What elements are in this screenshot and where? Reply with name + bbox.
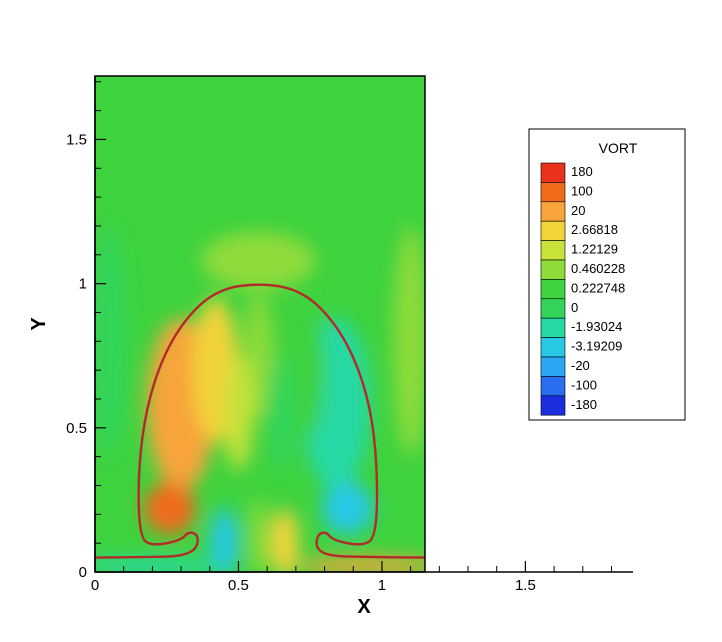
legend-swatch	[540, 182, 566, 203]
interface-line	[95, 283, 425, 559]
field-region-right-core	[267, 355, 296, 472]
legend-swatch	[540, 298, 566, 319]
legend-label: 0	[571, 300, 578, 315]
field-region-left-jet	[209, 508, 239, 572]
field-region-right-floor	[295, 557, 425, 572]
field-region-center-ridge	[244, 292, 273, 420]
legend-label: 2.66818	[571, 222, 618, 237]
x-tick-label: 0.5	[228, 577, 249, 594]
x-tick-label: 1	[378, 577, 386, 594]
legend-label: -20	[571, 358, 590, 373]
legend-swatch	[540, 356, 566, 377]
legend-swatch	[540, 376, 566, 397]
field-region-left-floor	[95, 557, 225, 572]
y-axis-title: Y	[28, 317, 50, 331]
legend-label: 0.460228	[571, 261, 625, 276]
y-tick-label: 0.5	[66, 420, 87, 437]
field-region-cap	[201, 231, 316, 290]
legend-swatch	[540, 201, 566, 222]
y-tick-label: 1	[79, 276, 87, 293]
legend-swatch	[540, 259, 566, 280]
bubble-interface	[95, 283, 425, 559]
field-region-right-vortex	[321, 482, 374, 535]
legend-label: -100	[571, 377, 597, 392]
field-region-right-wall	[393, 225, 425, 457]
field-soft-regions	[95, 225, 425, 572]
legend-label: -1.93024	[571, 319, 622, 334]
axes: 0 0.5 1 1.5 0 0.5 1 1.5	[66, 76, 633, 594]
legend-label: 0.222748	[571, 280, 625, 295]
legend: VORT 180 100 20 2.66818 1.22129 0.460228 0.222…	[528, 128, 686, 421]
legend-label: 20	[571, 203, 585, 218]
legend-swatch	[540, 395, 566, 416]
legend-swatch	[540, 317, 566, 338]
field-region-right-jet	[270, 508, 299, 572]
legend-label: 100	[571, 183, 593, 198]
field-region-center-jet	[249, 497, 268, 572]
y-tick-label: 1.5	[66, 131, 87, 148]
y-tick-label: 0	[79, 564, 87, 581]
legend-swatch	[540, 240, 566, 261]
x-axis-title: X	[357, 596, 371, 618]
legend-title: VORT	[599, 140, 638, 156]
x-tick-label: 1.5	[515, 577, 536, 594]
legend-entries: 180 100 20 2.66818 1.22129 0.460228 0.222748 0 -…	[540, 162, 625, 416]
legend-swatch	[540, 279, 566, 300]
vorticity-field	[95, 76, 425, 572]
legend-swatch	[540, 337, 566, 358]
field-region-left-vortex	[143, 482, 196, 535]
legend-label: 180	[571, 164, 593, 179]
legend-label: 1.22129	[571, 242, 618, 257]
x-tick-label: 0	[91, 577, 99, 594]
legend-swatch	[540, 162, 566, 183]
field-region-left-core	[224, 355, 253, 472]
legend-label: -3.19209	[571, 339, 622, 354]
legend-label: -180	[571, 397, 597, 412]
legend-swatch	[540, 220, 566, 241]
